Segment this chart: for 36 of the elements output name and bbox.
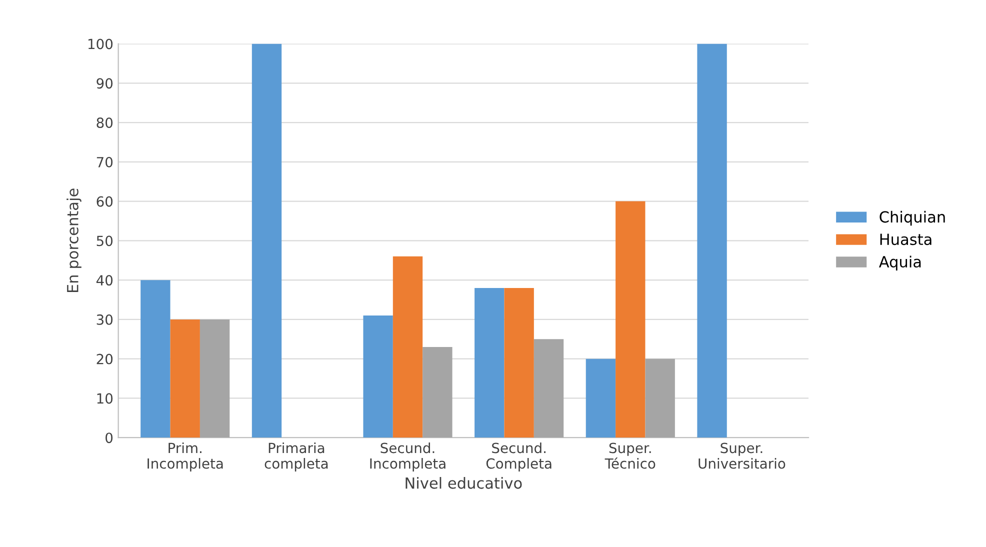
- legend-label: Chiquian: [880, 210, 945, 226]
- y-tick-label: 50: [96, 236, 113, 246]
- bar: [534, 339, 564, 438]
- x-tick-label: Secund. Incompleta: [370, 442, 446, 472]
- legend-label: Huasta: [880, 234, 932, 246]
- bar: [170, 319, 200, 438]
- bar: [363, 316, 393, 438]
- y-axis-title: En porcentaje: [66, 188, 82, 292]
- x-tick-label: Primaria completa: [264, 442, 328, 472]
- bar: [504, 288, 534, 438]
- y-tick-label: 10: [97, 393, 113, 404]
- bar: [645, 358, 675, 438]
- bar: [422, 347, 452, 438]
- x-tick-label: Super. Universitario: [698, 442, 786, 469]
- y-tick-label: 80: [96, 117, 113, 128]
- y-tick-label: 30: [96, 314, 113, 325]
- bar: [586, 358, 616, 438]
- y-tick-label: 100: [88, 38, 113, 50]
- bar: [392, 256, 423, 438]
- y-tick-label: 60: [96, 196, 113, 207]
- bar: [616, 201, 646, 438]
- x-tick-label: Secund. Completa: [486, 442, 552, 472]
- y-tick-label: 90: [96, 78, 113, 89]
- x-axis-title: Nivel educativo: [406, 477, 522, 489]
- y-tick-label: 0: [106, 432, 113, 444]
- y-tick-label: 20: [96, 354, 113, 364]
- y-tick-label: 40: [96, 275, 113, 286]
- bar: [200, 319, 230, 438]
- bar: [697, 44, 727, 438]
- bar: [252, 44, 282, 438]
- bar: [474, 288, 504, 438]
- legend-label: Aquia: [878, 256, 921, 270]
- x-tick-label: Prim. Incompleta: [148, 442, 223, 472]
- y-tick-label: 70: [96, 156, 113, 168]
- bar: [140, 280, 170, 438]
- x-tick-label: Super. Técnico: [604, 442, 656, 469]
